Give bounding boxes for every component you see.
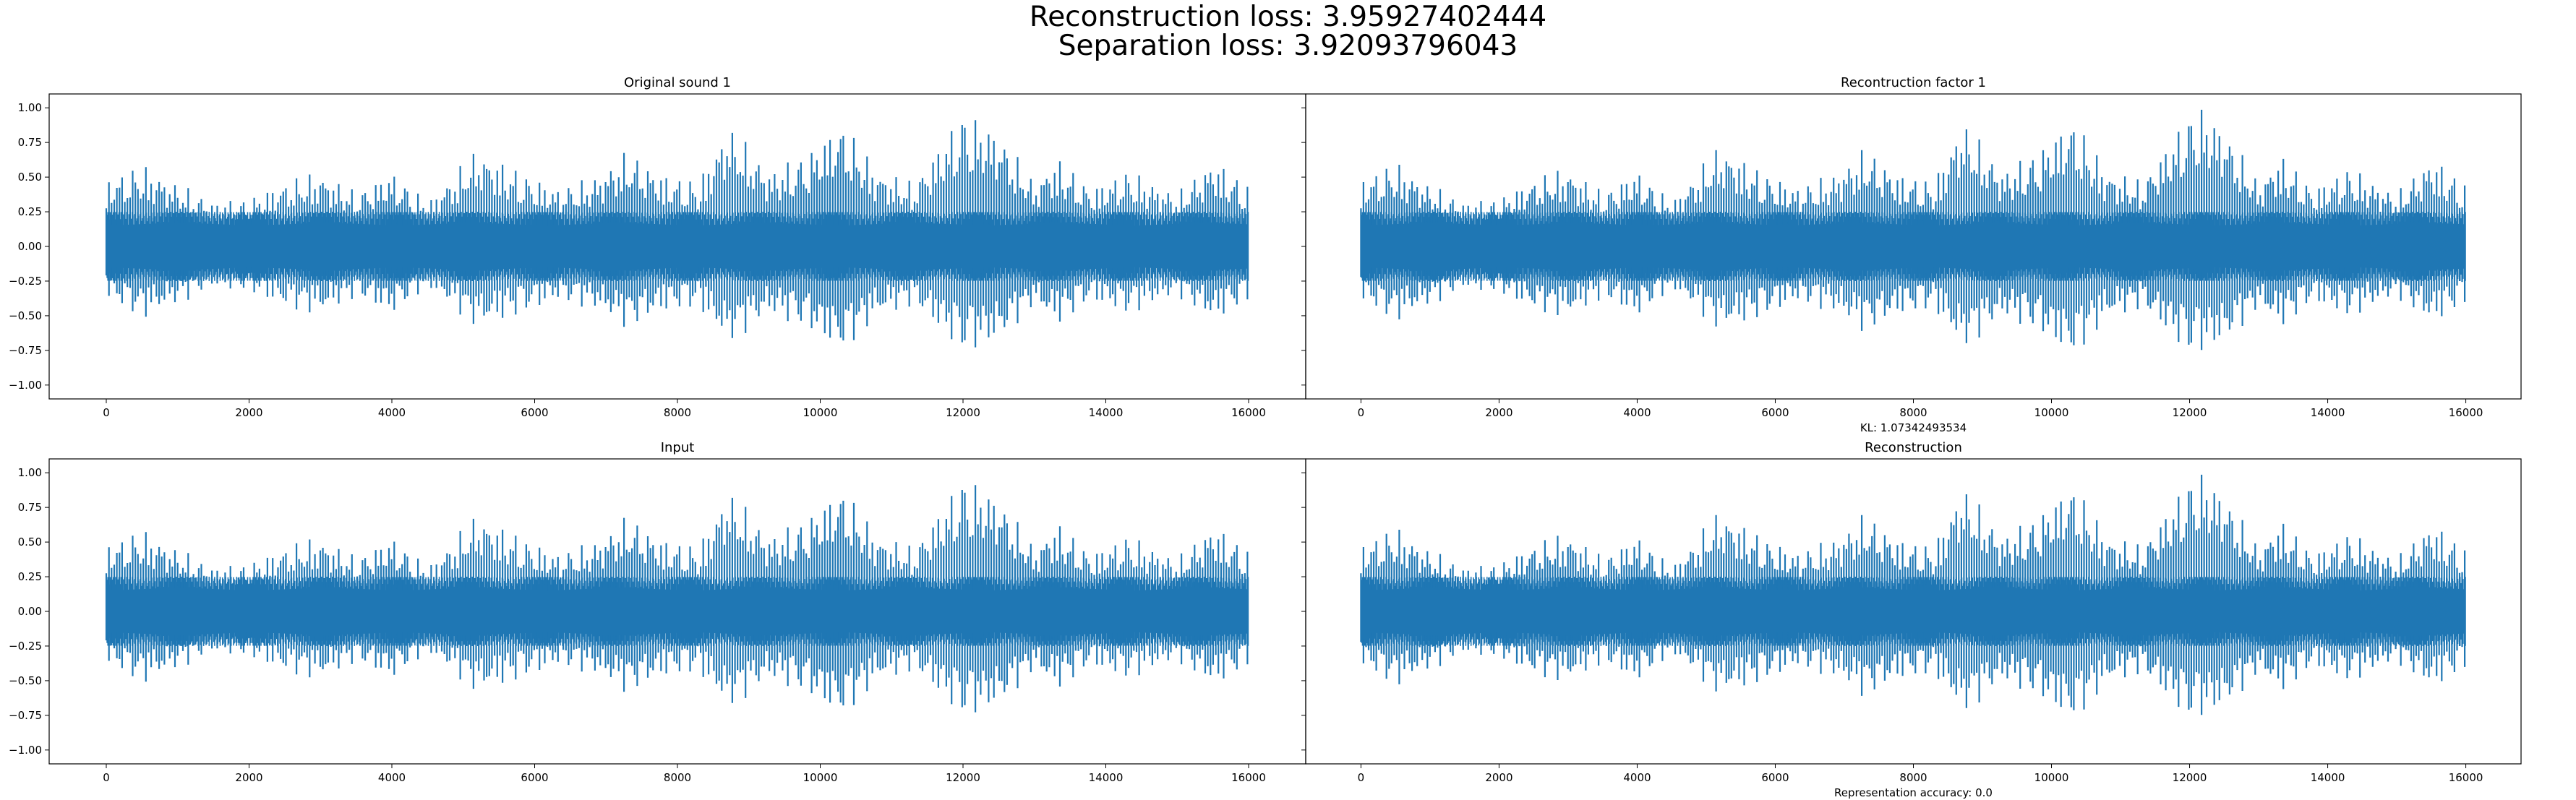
y-tick-label: −1.00 [9,379,42,392]
y-tick-label: 0.50 [18,536,42,549]
x-tick-label: 14000 [2311,771,2345,784]
y-tick-label: 0.75 [18,136,42,149]
x-tick-label: 8000 [1899,771,1927,784]
figure-suptitle-line1: Reconstruction loss: 3.95927402444 [1029,1,1547,33]
x-tick-label: 6000 [521,406,548,419]
y-tick-label: 0.75 [18,501,42,514]
y-tick-label: 0.00 [18,605,42,618]
x-tick-label: 12000 [946,771,980,784]
x-tick-label: 4000 [1623,771,1651,784]
x-tick-label: 8000 [664,406,691,419]
x-tick-label: 16000 [2449,771,2483,784]
x-tick-label: 10000 [803,771,838,784]
y-tick-label: 0.50 [18,171,42,184]
x-tick-label: 10000 [2034,406,2069,419]
x-tick-label: 6000 [521,771,548,784]
x-tick-label: 12000 [2173,771,2207,784]
panel-annotation: Representation accuracy: 0.0 [1834,786,1993,799]
panel-1: 0 2000 4000 6000 8000 10000 12000 14000 16000 −1.… [9,75,1306,419]
y-tick-label: 1.00 [18,101,42,114]
x-tick-label: 10000 [803,406,838,419]
x-tick-label: 6000 [1761,406,1789,419]
x-tick-label: 0 [103,406,110,419]
x-tick-label: 4000 [378,771,406,784]
y-tick-label: 0.00 [18,240,42,253]
waveform-core [106,212,1249,281]
figure-suptitle-line2: Separation loss: 3.92093796043 [1058,30,1518,62]
x-tick-label: 14000 [1089,406,1124,419]
y-tick-label: −1.00 [9,744,42,757]
x-tick-label: 4000 [1623,406,1651,419]
y-tick-label: −0.50 [9,674,42,687]
x-tick-label: 0 [103,771,110,784]
panel-title: Recontruction factor 1 [1841,75,1986,90]
y-tick-label: −0.75 [9,344,42,357]
x-tick-label: 12000 [2173,406,2207,419]
x-tick-label: 16000 [1231,771,1266,784]
x-tick-label: 12000 [946,406,980,419]
panel-annotation: KL: 1.07342493534 [1860,421,1967,434]
y-tick-label: −0.25 [9,640,42,653]
x-tick-label: 16000 [1231,406,1266,419]
y-tick-label: −0.75 [9,709,42,722]
x-tick-label: 10000 [2034,771,2069,784]
panel-4: 0 2000 4000 6000 8000 10000 12000 14000 16000 Rec… [1301,440,2522,799]
waveform-core [106,577,1249,646]
panel-2: 0 2000 4000 6000 8000 10000 12000 14000 16000 Rec… [1301,75,2522,434]
y-tick-label: 0.25 [18,205,42,218]
x-tick-label: 4000 [378,406,406,419]
x-tick-label: 2000 [1485,406,1512,419]
waveform-core [1360,577,2466,646]
x-tick-label: 0 [1358,771,1365,784]
x-tick-label: 2000 [235,771,262,784]
y-tick-label: −0.25 [9,275,42,288]
y-tick-label: 0.25 [18,570,42,583]
panel-title: Original sound 1 [624,75,731,90]
x-tick-label: 16000 [2449,406,2483,419]
x-tick-label: 8000 [1899,406,1927,419]
x-tick-label: 14000 [2311,406,2345,419]
x-tick-label: 2000 [235,406,262,419]
x-tick-label: 6000 [1761,771,1789,784]
panel-title: Input [661,440,695,455]
panel-3: 0 2000 4000 6000 8000 10000 12000 14000 16000 −1.… [9,440,1306,784]
x-tick-label: 8000 [664,771,691,784]
panel-title: Reconstruction [1865,440,1962,455]
y-tick-label: −0.50 [9,309,42,322]
y-tick-label: 1.00 [18,466,42,479]
waveform-core [1360,212,2466,281]
x-tick-label: 2000 [1485,771,1512,784]
x-tick-label: 0 [1358,406,1365,419]
x-tick-label: 14000 [1089,771,1124,784]
